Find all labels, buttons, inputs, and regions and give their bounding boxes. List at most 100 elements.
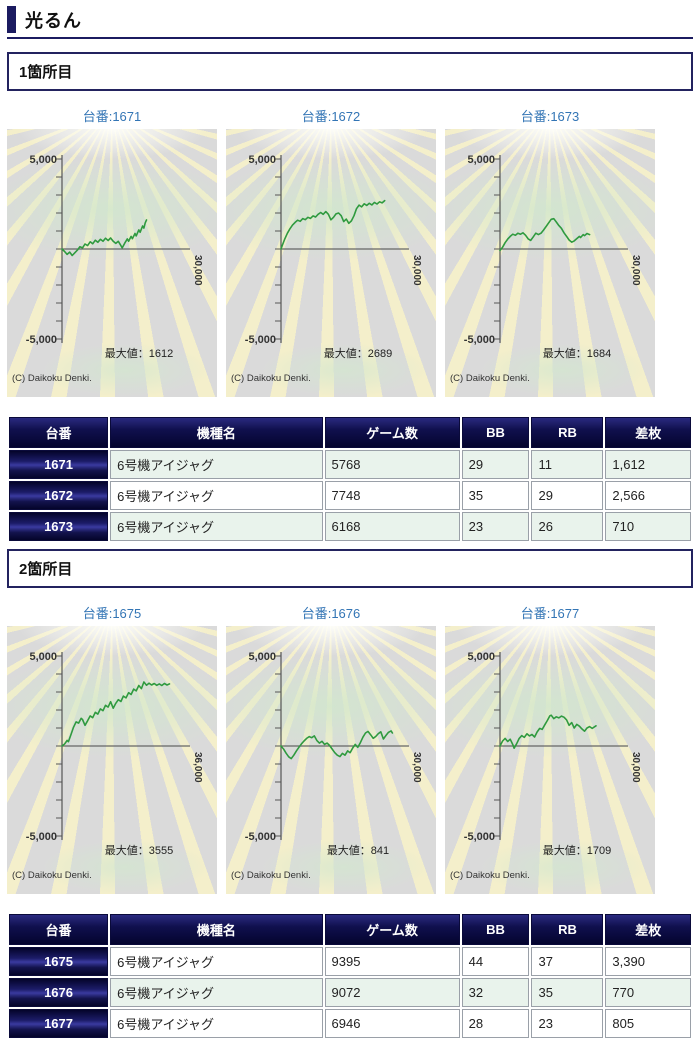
table-header-cell: ゲーム数 — [324, 417, 460, 448]
cell-rb: 23 — [531, 1009, 604, 1038]
max-value-label: 最大値：2689 — [324, 346, 392, 360]
table-header-cell: 台番 — [9, 417, 109, 448]
trend-line — [280, 199, 386, 250]
cell-bb: 32 — [461, 978, 530, 1007]
y-max-label: 5,000 — [248, 154, 276, 166]
trend-line — [61, 219, 148, 257]
max-value-label: 最大値：1684 — [543, 346, 611, 360]
section-heading: 1箇所目 — [7, 52, 693, 91]
cell-rb: 35 — [531, 978, 604, 1007]
graph-image: 5,000 -5,000 30,000 最大値：841 (C) Daikoku … — [226, 626, 436, 894]
graph-image: 5,000 -5,000 36,000 最大値：3555 (C) Daikoku… — [7, 626, 217, 894]
trend-line — [499, 217, 591, 252]
graph-card: 台番:1673 5,000 -5,000 30,000 最大値：1684 (C)… — [445, 106, 655, 397]
table-header-cell: BB — [461, 417, 530, 448]
table-row: 1673 6号機アイジャグ 6168 23 26 710 — [9, 512, 691, 541]
machine-number-link[interactable]: 台番:1671 — [82, 109, 142, 124]
cell-kishu-mei: 6号機アイジャグ — [110, 1009, 323, 1038]
section-heading: 2箇所目 — [7, 549, 693, 588]
y-min-label: -5,000 — [26, 831, 57, 843]
cell-bb: 44 — [461, 947, 530, 976]
x-max-label: 30,000 — [411, 752, 422, 783]
cell-rb: 11 — [531, 450, 604, 479]
machine-number-link[interactable]: 台番:1673 — [520, 109, 580, 124]
table-header-cell: BB — [461, 914, 530, 945]
cell-samai: 3,390 — [605, 947, 691, 976]
copyright-label: (C) Daikoku Denki. — [450, 373, 530, 384]
y-max-label: 5,000 — [467, 154, 495, 166]
graph-card: 台番:1672 5,000 -5,000 30,000 最大値：2689 (C)… — [226, 106, 436, 397]
table-header-cell: ゲーム数 — [324, 914, 460, 945]
trend-graph: 5,000 -5,000 30,000 最大値：1684 (C) Daikoku… — [450, 154, 641, 384]
graph-card: 台番:1675 5,000 -5,000 36,000 最大値：3555 (C)… — [7, 603, 217, 894]
page-header: 光るん — [7, 6, 693, 39]
table-row: 1677 6号機アイジャグ 6946 28 23 805 — [9, 1009, 691, 1038]
table-row: 1671 6号機アイジャグ 5768 29 11 1,612 — [9, 450, 691, 479]
copyright-label: (C) Daikoku Denki. — [12, 870, 92, 881]
cell-game-count: 6946 — [324, 1009, 460, 1038]
cell-game-count: 7748 — [324, 481, 460, 510]
y-min-label: -5,000 — [464, 831, 495, 843]
copyright-label: (C) Daikoku Denki. — [231, 870, 311, 881]
cell-taiban: 1672 — [9, 481, 109, 510]
machine-number-link[interactable]: 台番:1675 — [82, 606, 142, 621]
data-table: 台番 機種名 ゲーム数 BB RB 差枚 1671 6号機アイジャグ 5768 29 11 1,61… — [7, 415, 693, 543]
cell-bb: 35 — [461, 481, 530, 510]
x-max-label: 30,000 — [630, 752, 641, 783]
y-max-label: 5,000 — [248, 651, 276, 663]
machine-number-link[interactable]: 台番:1676 — [301, 606, 361, 621]
cell-taiban: 1677 — [9, 1009, 109, 1038]
table-row: 1672 6号機アイジャグ 7748 35 29 2,566 — [9, 481, 691, 510]
machine-number-link[interactable]: 台番:1677 — [520, 606, 580, 621]
graph-image: 5,000 -5,000 30,000 最大値：1612 (C) Daikoku… — [7, 129, 217, 397]
x-max-label: 30,000 — [192, 255, 203, 286]
graph-card: 台番:1677 5,000 -5,000 30,000 最大値：1709 (C)… — [445, 603, 655, 894]
cell-rb: 29 — [531, 481, 604, 510]
y-max-label: 5,000 — [467, 651, 495, 663]
section-1: 1箇所目 台番:1671 5,000 -5,000 30,000 最大値：161… — [7, 52, 693, 543]
trend-graph: 5,000 -5,000 30,000 最大値：1709 (C) Daikoku… — [450, 651, 641, 881]
trend-line — [61, 681, 171, 747]
trend-graph: 5,000 -5,000 30,000 最大値：1612 (C) Daikoku… — [12, 154, 203, 384]
y-min-label: -5,000 — [26, 334, 57, 346]
table-header-cell: RB — [531, 417, 604, 448]
cell-kishu-mei: 6号機アイジャグ — [110, 450, 323, 479]
table-header-cell: 台番 — [9, 914, 109, 945]
cell-bb: 29 — [461, 450, 530, 479]
cell-samai: 2,566 — [605, 481, 691, 510]
x-max-label: 36,000 — [192, 752, 203, 783]
table-header-cell: 差枚 — [605, 914, 691, 945]
cell-kishu-mei: 6号機アイジャグ — [110, 481, 323, 510]
cell-kishu-mei: 6号機アイジャグ — [110, 978, 323, 1007]
graph-image: 5,000 -5,000 30,000 最大値：1709 (C) Daikoku… — [445, 626, 655, 894]
cell-taiban: 1676 — [9, 978, 109, 1007]
y-min-label: -5,000 — [245, 831, 276, 843]
table-header-cell: 機種名 — [110, 914, 323, 945]
graphs-row: 台番:1671 5,000 -5,000 30,000 最大値：1612 (C)… — [7, 106, 693, 397]
cell-bb: 23 — [461, 512, 530, 541]
cell-game-count: 9072 — [324, 978, 460, 1007]
cell-taiban: 1675 — [9, 947, 109, 976]
x-max-label: 30,000 — [411, 255, 422, 286]
cell-kishu-mei: 6号機アイジャグ — [110, 947, 323, 976]
cell-samai: 710 — [605, 512, 691, 541]
cell-taiban: 1671 — [9, 450, 109, 479]
table-header-cell: 差枚 — [605, 417, 691, 448]
graph-card: 台番:1676 5,000 -5,000 30,000 最大値：841 (C) … — [226, 603, 436, 894]
graph-image: 5,000 -5,000 30,000 最大値：1684 (C) Daikoku… — [445, 129, 655, 397]
table-header-row: 台番 機種名 ゲーム数 BB RB 差枚 — [9, 914, 691, 945]
trend-graph: 5,000 -5,000 30,000 最大値：841 (C) Daikoku … — [231, 651, 422, 881]
cell-kishu-mei: 6号機アイジャグ — [110, 512, 323, 541]
y-min-label: -5,000 — [245, 334, 276, 346]
machine-number-link[interactable]: 台番:1672 — [301, 109, 361, 124]
y-min-label: -5,000 — [464, 334, 495, 346]
section-2: 2箇所目 台番:1675 5,000 -5,000 36,000 最大値：355… — [7, 549, 693, 1040]
table-header-cell: 機種名 — [110, 417, 323, 448]
cell-game-count: 9395 — [324, 947, 460, 976]
trend-graph: 5,000 -5,000 36,000 最大値：3555 (C) Daikoku… — [12, 651, 203, 881]
cell-rb: 26 — [531, 512, 604, 541]
table-row: 1675 6号機アイジャグ 9395 44 37 3,390 — [9, 947, 691, 976]
table-row: 1676 6号機アイジャグ 9072 32 35 770 — [9, 978, 691, 1007]
cell-rb: 37 — [531, 947, 604, 976]
